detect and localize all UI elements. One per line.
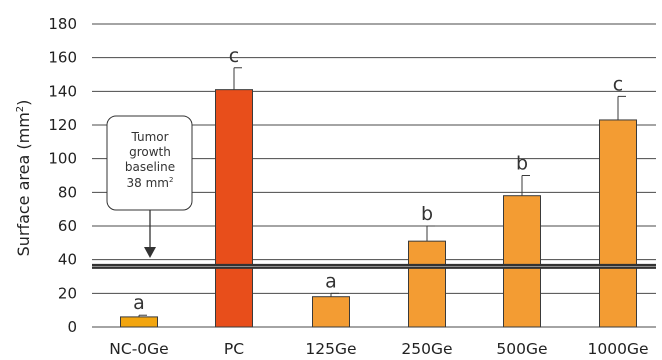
y-tick-label: 120 — [48, 116, 77, 134]
bar — [408, 240, 446, 328]
significance-label: a — [325, 270, 337, 292]
x-category-label: 500Ge — [496, 340, 547, 358]
y-tick-label: 180 — [48, 15, 77, 33]
bars — [120, 89, 637, 328]
significance-labels: a c a b b c — [133, 45, 623, 314]
callout-text-line: growth — [129, 145, 171, 159]
callout-arrow-head — [144, 247, 156, 258]
x-category-label: NC-0Ge — [109, 340, 168, 358]
bar — [120, 316, 158, 328]
x-category-label: 1000Ge — [588, 340, 649, 358]
significance-label: b — [421, 203, 433, 225]
y-tick-label: 80 — [58, 183, 77, 201]
x-category-label: 125Ge — [305, 340, 356, 358]
y-tick-label: 140 — [48, 82, 77, 100]
y-axis-tick-labels: 0 20 40 60 80 100 120 140 160 180 — [48, 15, 77, 336]
y-tick-label: 100 — [48, 150, 77, 168]
y-axis-title-group: Surface area (mm2) — [14, 100, 33, 257]
callout-text-line: baseline — [125, 160, 175, 174]
x-category-label: 250Ge — [401, 340, 452, 358]
x-category-label: PC — [224, 340, 244, 358]
x-axis-category-labels: NC-0Ge PC 125Ge 250Ge 500Ge 1000Ge — [109, 340, 648, 358]
callout-text-line: Tumor — [130, 130, 168, 144]
callout-superscript: 2 — [169, 176, 173, 184]
y-axis-title: Surface area (mm2) — [14, 100, 33, 257]
significance-label: c — [229, 45, 239, 67]
y-axis-title-main: Surface area (mm — [14, 112, 33, 256]
bar — [599, 119, 637, 328]
bar — [503, 195, 541, 328]
callout-text-line: 38 mm2 — [127, 176, 174, 190]
significance-label: a — [133, 292, 145, 314]
significance-label: b — [516, 153, 528, 175]
y-tick-label: 0 — [67, 318, 77, 336]
significance-label: c — [613, 73, 623, 95]
bar — [312, 296, 350, 328]
y-tick-label: 40 — [58, 251, 77, 269]
y-axis-title-superscript: 2 — [15, 106, 26, 112]
error-bars — [138, 67, 626, 317]
y-tick-label: 60 — [58, 217, 77, 235]
y-tick-label: 20 — [58, 284, 77, 302]
y-tick-label: 160 — [48, 49, 77, 67]
bar — [215, 89, 253, 328]
y-axis-title-suffix: ) — [14, 100, 33, 106]
